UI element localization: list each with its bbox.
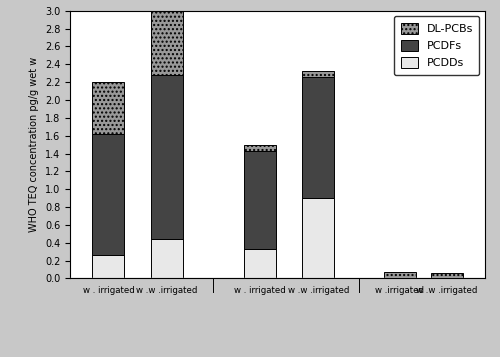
Bar [384,272,416,278]
Bar [302,71,334,77]
Bar [302,198,334,278]
Bar [150,239,183,278]
Bar [92,134,124,255]
Bar [150,75,183,239]
Bar [244,151,276,249]
Bar [70,278,485,292]
Y-axis label: WHO TEQ concentration pg/g wet w: WHO TEQ concentration pg/g wet w [29,57,39,232]
Bar [92,82,124,134]
Bar [302,77,334,198]
Bar [150,11,183,75]
Bar [244,145,276,151]
Bar [430,273,462,278]
Bar [92,255,124,278]
Bar [244,249,276,278]
Legend: DL-PCBs, PCDFs, PCDDs: DL-PCBs, PCDFs, PCDDs [394,16,480,75]
